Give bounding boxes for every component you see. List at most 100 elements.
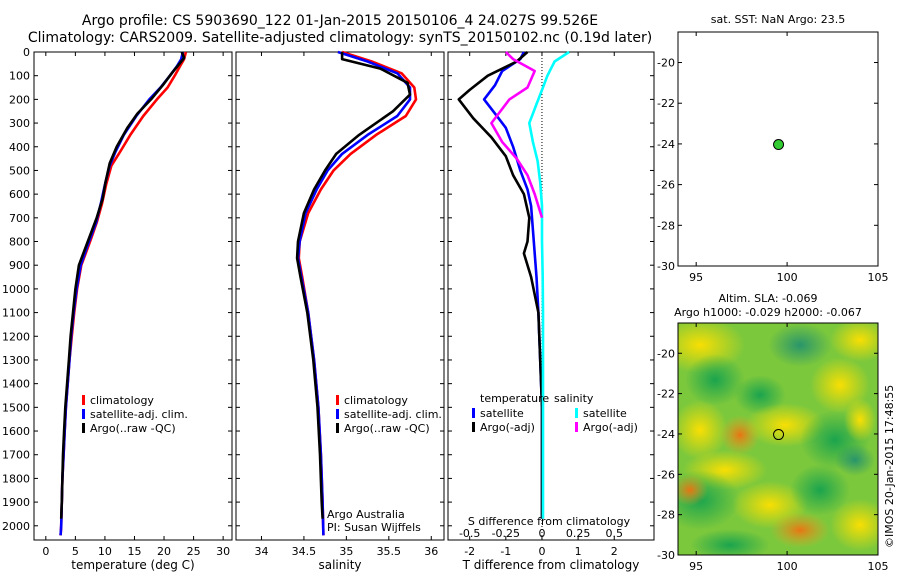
x-tick-label: 20	[157, 545, 171, 558]
x-tick-label: 0	[42, 545, 49, 558]
legend-label: satellite	[583, 407, 627, 420]
difference-panel: -2 -1 0 1 2T difference from climatology -0.5…	[447, 50, 655, 572]
map-y-tick-label: -26	[657, 179, 675, 192]
legend-swatch	[575, 408, 578, 418]
map-y-tick-label: -20	[657, 347, 675, 360]
sla-anomaly-blob	[830, 499, 878, 551]
map-y-tick-label: -28	[657, 219, 675, 232]
map-y-tick-label: -24	[657, 428, 675, 441]
map-y-tick-label: -26	[657, 468, 675, 481]
depth-tick-label: 200	[9, 93, 30, 106]
salinity-frame	[235, 51, 445, 541]
salinity-series-argo-raw-qc-	[295, 52, 412, 519]
temperature-xlabel: temperature (deg C)	[71, 558, 194, 572]
salinity-annotation: Argo Australia	[327, 508, 405, 521]
legend-label: satellite-adj. clim.	[344, 408, 442, 421]
legend-swatch	[336, 409, 339, 419]
map-y-tick-label: -28	[657, 509, 675, 522]
salinity-series-climatology	[297, 50, 418, 536]
legend-swatch	[472, 408, 475, 418]
salinity-xlabel: salinity	[318, 558, 361, 572]
map-x-tick-label: 105	[868, 560, 889, 573]
x-tick-label: 1	[575, 545, 582, 558]
x-tick-label: -1	[500, 545, 511, 558]
x-tick-label: 34.5	[292, 545, 317, 558]
salinity-annotation: PI: Susan Wijffels	[327, 521, 421, 534]
depth-tick-label: 1900	[2, 496, 30, 509]
differences-xlabel: T difference from climatology	[462, 558, 640, 572]
legend-label: satellite	[480, 407, 524, 420]
sla-anomaly-blob	[690, 529, 770, 555]
depth-tick-label: 1400	[2, 378, 30, 391]
temperature-frame	[33, 51, 233, 541]
s-tick-label: 0	[538, 527, 545, 540]
depth-tick-label: 100	[9, 70, 30, 83]
sla-anomaly-blob	[844, 398, 876, 442]
map-y-tick-label: -22	[657, 97, 675, 110]
x-tick-label: 35.5	[377, 545, 402, 558]
depth-tick-label: 500	[9, 164, 30, 177]
depth-tick-label: 700	[9, 212, 30, 225]
sla-anomaly-blob	[770, 512, 830, 548]
legend-swatch	[82, 423, 85, 433]
depth-tick-label: 1600	[2, 425, 30, 438]
map-y-tick-label: -22	[657, 388, 675, 401]
sla-map-panel: -30 -28 -26 -24 -22 -20 95 100 105 Altim. SLA: -0…	[657, 292, 889, 573]
depth-tick-label: 1000	[2, 283, 30, 296]
x-tick-label: 2	[611, 545, 618, 558]
legend-group-title: salinity	[554, 392, 594, 405]
x-tick-label: 35	[339, 545, 353, 558]
legend-label: climatology	[90, 394, 154, 407]
map-x-tick-label: 100	[777, 560, 798, 573]
temperature-series-satellite-adj-clim-	[59, 51, 185, 536]
legend-label: climatology	[344, 394, 408, 407]
sla-map-frame	[677, 322, 879, 556]
legend-label: Argo(..raw -QC)	[344, 422, 430, 435]
sst-map-title: sat. SST: NaN Argo: 23.5	[711, 13, 845, 26]
map-y-tick-label: -30	[657, 549, 675, 562]
sla-anomaly-blob	[768, 323, 832, 367]
x-tick-label: 34	[254, 545, 268, 558]
sst-map-panel: -30 -28 -26 -24 -22 -20 95 100 105 sat. SST: NaN …	[657, 13, 888, 284]
s-tick-label: -0.5	[459, 527, 480, 540]
x-tick-label: 0	[538, 545, 545, 558]
legend-swatch	[336, 395, 339, 405]
legend-swatch	[575, 422, 578, 432]
depth-tick-label: 300	[9, 117, 30, 130]
depth-tick-label: 1700	[2, 449, 30, 462]
sla-map-title: Altim. SLA: -0.069	[718, 292, 817, 305]
sla-anomaly-blob	[678, 474, 708, 506]
map-x-tick-label: 95	[689, 560, 703, 573]
temperature-panel: 0100200300400500600700800900100011001200…	[2, 46, 233, 572]
difference-series-argo-adj-	[490, 51, 544, 219]
depth-tick-label: 0	[23, 46, 30, 59]
s-difference-label: S difference from climatology	[468, 515, 631, 528]
map-y-tick-label: -24	[657, 138, 675, 151]
s-tick-label: 0.25	[566, 527, 591, 540]
temperature-series-argo-raw-qc-	[59, 51, 186, 519]
depth-tick-label: 1100	[2, 307, 30, 320]
depth-tick-label: 1200	[2, 330, 30, 343]
sla-anomaly-blob	[835, 444, 875, 476]
sla-field	[678, 323, 878, 555]
map-x-tick-label: 100	[777, 271, 798, 284]
legend-swatch	[82, 395, 85, 405]
sla-anomaly-blob	[685, 354, 745, 406]
differences-frame	[447, 51, 655, 541]
map-x-tick-label: 95	[689, 271, 703, 284]
sst-map-frame	[677, 31, 879, 267]
x-tick-label: -2	[464, 545, 475, 558]
depth-tick-label: 2000	[2, 520, 30, 533]
x-tick-label: 10	[98, 545, 112, 558]
profile-title-line-1: Argo profile: CS 5903690_122 01-Jan-2015…	[81, 13, 599, 29]
depth-tick-label: 800	[9, 236, 30, 249]
profile-title-line-2: Climatology: CARS2009. Satellite-adjuste…	[27, 30, 653, 46]
sla-map-subtitle: Argo h1000: -0.029 h2000: -0.067	[674, 306, 862, 319]
map-x-tick-label: 105	[868, 271, 889, 284]
sla-anomaly-blob	[790, 464, 850, 516]
x-tick-label: 25	[187, 545, 201, 558]
difference-series-satellite	[527, 50, 570, 519]
legend-label: Argo(-adj)	[583, 421, 638, 434]
x-tick-label: 5	[72, 545, 79, 558]
